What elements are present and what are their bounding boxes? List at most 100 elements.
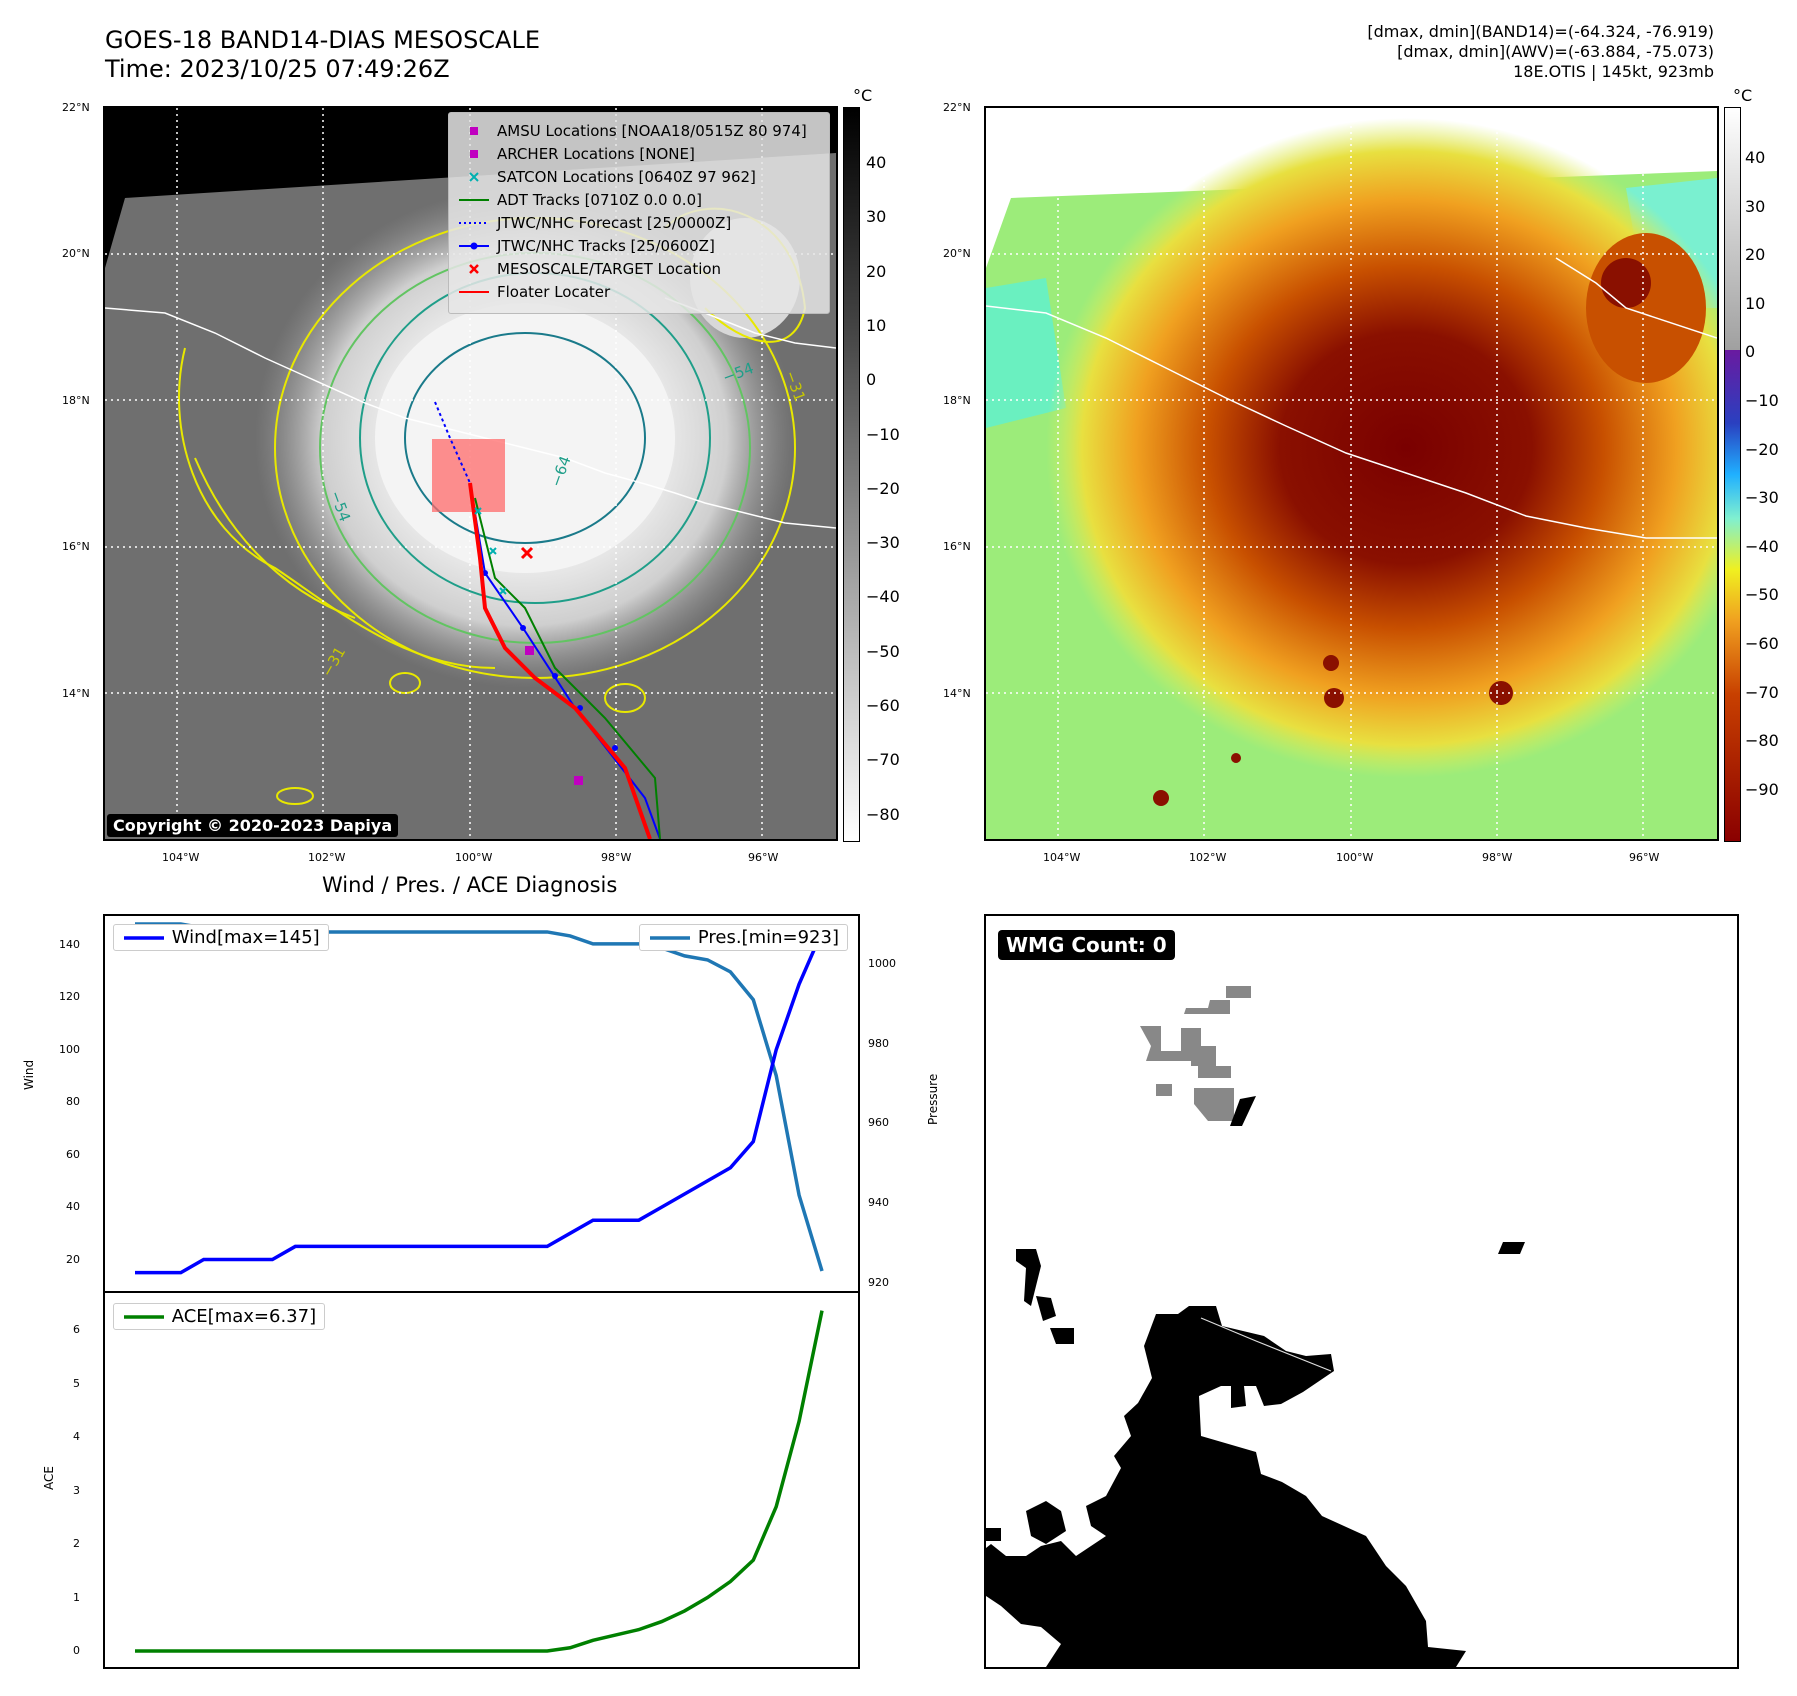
awv-map-panel [984, 106, 1719, 841]
axis-tick-label: 920 [868, 1276, 889, 1290]
legend-item-forecast: JTWC/NHC Forecast [25/0000Z] [449, 211, 829, 234]
axis-tick-label: 100 [59, 1042, 80, 1056]
lon-label: 104°W [1043, 851, 1081, 864]
colorbar-tick: −80 [1745, 731, 1779, 751]
steelblue-line-icon [650, 936, 691, 940]
axis-tick-label: 1 [73, 1590, 80, 1604]
colorbar-tick: −70 [866, 750, 900, 770]
blue-dot-line-icon [459, 242, 489, 250]
axis-tick-label: 940 [868, 1196, 889, 1210]
legend-item-archer: ARCHER Locations [NONE] [449, 142, 829, 165]
wind-series-line [135, 931, 824, 1275]
red-line-icon [459, 291, 489, 293]
ace-series-line [135, 1310, 824, 1653]
colorbar-tick: 10 [866, 315, 887, 335]
colorbar-tick: 20 [866, 261, 887, 281]
axis-tick-label: 980 [868, 1036, 889, 1050]
lon-label: 98°W [1482, 851, 1513, 864]
band14-colorbar [843, 107, 860, 842]
lat-label: 14°N [62, 687, 90, 700]
legend-item-floater: Floater Locater [449, 280, 829, 303]
wind-legend: Wind[max=145] [113, 924, 329, 951]
awv-map-image [986, 108, 1717, 839]
axis-tick-label: 1000 [868, 956, 896, 970]
lon-label: 100°W [455, 851, 493, 864]
lon-label: 102°W [1189, 851, 1227, 864]
pressure-axis-label: Pressure [926, 1073, 940, 1125]
axis-tick-label: 120 [59, 990, 80, 1004]
colorbar-tick: 40 [1745, 148, 1766, 167]
colorbar-tick: 0 [1745, 342, 1756, 362]
green-line-icon [124, 1315, 164, 1319]
colorbar-tick: −30 [1745, 488, 1779, 508]
lon-label: 98°W [601, 851, 632, 864]
title-line-2: Time: 2023/10/25 07:49:26Z [105, 55, 450, 83]
axis-tick-label: 4 [73, 1430, 80, 1444]
colorbar-unit: °C [1733, 86, 1753, 105]
wmg-count-badge: WMG Count: 0 [998, 930, 1175, 960]
colorbar-tick: −90 [1745, 779, 1779, 799]
lat-label: 18°N [62, 394, 90, 407]
stats-header: [dmax, dmin](BAND14)=(-64.324, -76.919) … [1367, 22, 1714, 82]
blue-dotted-line-icon [459, 222, 489, 224]
lat-label: 18°N [943, 394, 971, 407]
ace-plot: ACE[max=6.37] [103, 1291, 860, 1669]
lat-label: 22°N [62, 101, 90, 114]
figure-title: GOES-18 BAND14-DIAS MESOSCALE Time: 2023… [105, 26, 540, 84]
wmg-panel: WMG Count: 0 [984, 914, 1739, 1669]
axis-tick-label: 0 [73, 1643, 80, 1657]
axis-tick-label: 5 [73, 1376, 80, 1390]
magenta-square-marker-icon [470, 127, 478, 135]
ace-svg [135, 1310, 824, 1653]
colorbar-tick: −20 [1745, 439, 1779, 459]
lat-label: 20°N [943, 247, 971, 260]
colorbar-tick: −30 [866, 533, 900, 553]
diag-title: Wind / Pres. / ACE Diagnosis [322, 873, 618, 897]
wind-axis-label: Wind [22, 1059, 36, 1090]
axis-tick-label: 80 [66, 1095, 80, 1109]
colorbar-tick: 10 [1745, 293, 1766, 313]
lat-label: 20°N [62, 247, 90, 260]
red-x-marker-icon [469, 264, 479, 274]
colorbar-tick: 40 [866, 153, 887, 172]
colorbar-tick: −10 [1745, 391, 1779, 410]
colorbar-tick: −40 [1745, 536, 1779, 556]
colorbar-tick: −40 [866, 587, 900, 607]
colorbar-tick: −60 [866, 696, 900, 715]
colorbar-tick: −60 [1745, 634, 1779, 653]
axis-tick-label: 960 [868, 1116, 889, 1130]
lon-label: 102°W [308, 851, 346, 864]
blue-line-icon [124, 936, 164, 940]
axis-tick-label: 140 [59, 937, 80, 951]
lat-label: 22°N [943, 101, 971, 114]
lat-label: 16°N [62, 540, 90, 553]
lon-label: 96°W [1629, 851, 1660, 864]
colorbar-tick: −80 [866, 804, 900, 824]
lon-label: 104°W [162, 851, 200, 864]
lon-label: 100°W [1336, 851, 1374, 864]
colorbar-tick: −10 [866, 424, 900, 444]
lat-label: 16°N [943, 540, 971, 553]
colorbar-tick: 0 [866, 370, 877, 390]
axis-tick-label: 60 [66, 1147, 80, 1161]
axis-tick-label: 2 [73, 1537, 80, 1551]
title-line-1: GOES-18 BAND14-DIAS MESOSCALE [105, 26, 541, 54]
colorbar-tick: −20 [866, 478, 900, 498]
map-legend: AMSU Locations [NOAA18/0515Z 80 974] ARC… [448, 112, 830, 314]
colorbar-tick: −70 [1745, 682, 1779, 702]
colorbar-tick: 30 [1745, 196, 1766, 216]
magenta-square-marker-icon [470, 150, 478, 158]
awv-colorbar [1724, 107, 1741, 842]
pressure-series-line [135, 922, 824, 1272]
ace-axis-label: ACE [42, 1466, 56, 1490]
colorbar-tick: 20 [1745, 245, 1766, 265]
colorbar-tick: 30 [866, 207, 887, 227]
band14-map-panel: −54 −64 −54 −31 −31 AMSU Locations [NOAA… [103, 106, 838, 841]
lat-label: 14°N [943, 687, 971, 700]
green-line-icon [459, 199, 489, 201]
legend-item-satcon: SATCON Locations [0640Z 97 962] [449, 165, 829, 188]
wind-pressure-svg [135, 922, 824, 1275]
legend-item-target: MESOSCALE/TARGET Location [449, 257, 829, 280]
axis-tick-label: 6 [73, 1323, 80, 1337]
axis-tick-label: 40 [66, 1200, 80, 1214]
